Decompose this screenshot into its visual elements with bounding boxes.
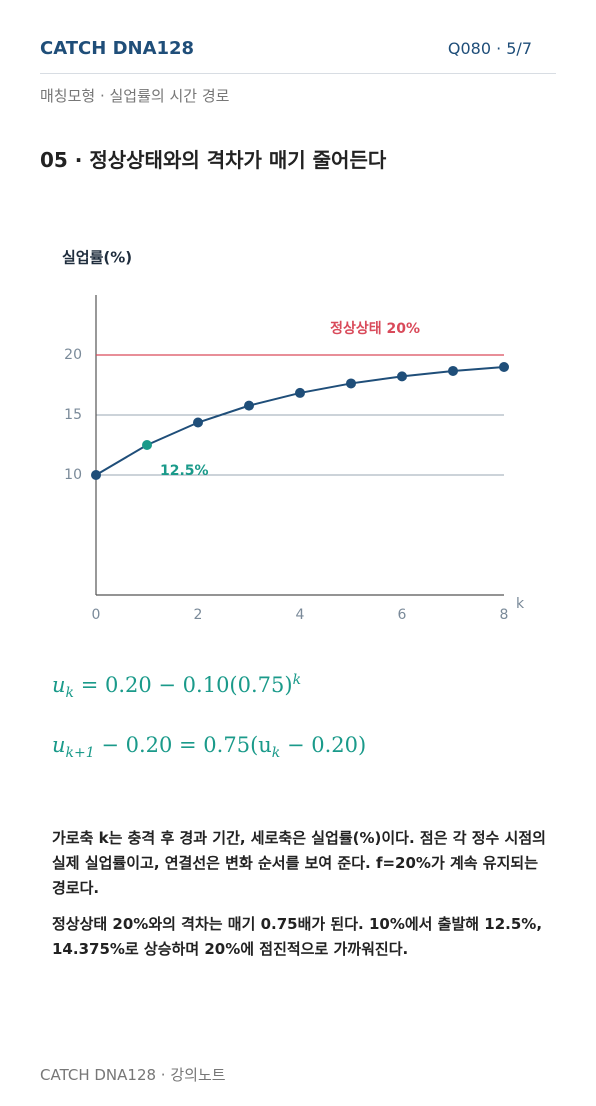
- point: [142, 440, 152, 450]
- formula-part: k: [271, 745, 281, 762]
- line: [95, 366, 505, 476]
- x-axis-label: k: [516, 596, 525, 612]
- y-tick-label: 10: [64, 467, 82, 483]
- formula: uk+1 − 0.20 = 0.75(uk − 0.20): [52, 733, 366, 761]
- point: [244, 400, 254, 411]
- formula-part: k: [292, 672, 302, 688]
- y-tick-label: 15: [64, 407, 82, 423]
- chart: 실업률(%) k 10 15 20 0 2 4 6 8 정상상태 20% 12.5%: [62, 249, 525, 624]
- y-axis-label: 실업률(%): [62, 249, 132, 267]
- subtitle: 매칭모형 · 실업률의 시간 경로: [40, 87, 230, 105]
- point: [397, 371, 407, 382]
- page-indicator: Q080 · 5/7: [447, 39, 532, 58]
- y-tick-label: 20: [64, 347, 82, 363]
- formula-part: u: [52, 673, 66, 697]
- paragraph: 정상상태 20%와의 격차는 매기 0.75배가 된다. 10%에서 출발해 1…: [52, 915, 543, 958]
- point-label: 12.5%: [160, 463, 209, 479]
- formula-part: = 0.20 − 0.10(0.75): [74, 673, 293, 697]
- formula-part: − 0.20 = 0.75(u: [94, 733, 272, 757]
- x-tick-label: 2: [194, 607, 203, 623]
- formula-part: − 0.20): [280, 733, 367, 757]
- x-tick-label: 4: [296, 607, 305, 623]
- point: [295, 387, 305, 398]
- point: [499, 362, 509, 372]
- brand: CATCH DNA128: [40, 38, 195, 59]
- footer: CATCH DNA128 · 강의노트: [40, 1066, 226, 1084]
- paragraph: 가로축 k는 충격 후 경과 기간, 세로축은 실업률(%)이다. 점은 각 정…: [52, 829, 546, 897]
- point: [91, 470, 101, 480]
- formula: uk = 0.20 − 0.10(0.75)k: [52, 672, 301, 701]
- reference-label: 정상상태 20%: [330, 320, 420, 337]
- x-tick-label: 0: [92, 607, 101, 623]
- x-tick-label: 8: [500, 607, 509, 623]
- point: [346, 378, 356, 389]
- divider: [40, 73, 556, 74]
- point: [448, 365, 458, 376]
- formula-part: k+1: [65, 745, 95, 762]
- point: [193, 417, 203, 428]
- formula-part: u: [52, 733, 66, 757]
- section-title: 05 · 정상상태와의 격차가 매기 줄어든다: [40, 148, 387, 172]
- x-tick-label: 6: [398, 607, 407, 623]
- formula-part: k: [65, 685, 75, 702]
